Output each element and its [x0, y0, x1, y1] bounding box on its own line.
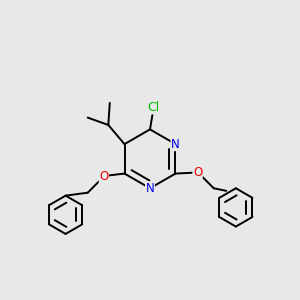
Text: Cl: Cl: [147, 101, 159, 114]
Text: N: N: [146, 182, 154, 195]
Text: O: O: [193, 166, 202, 178]
Text: N: N: [171, 138, 180, 151]
Text: O: O: [99, 170, 109, 183]
